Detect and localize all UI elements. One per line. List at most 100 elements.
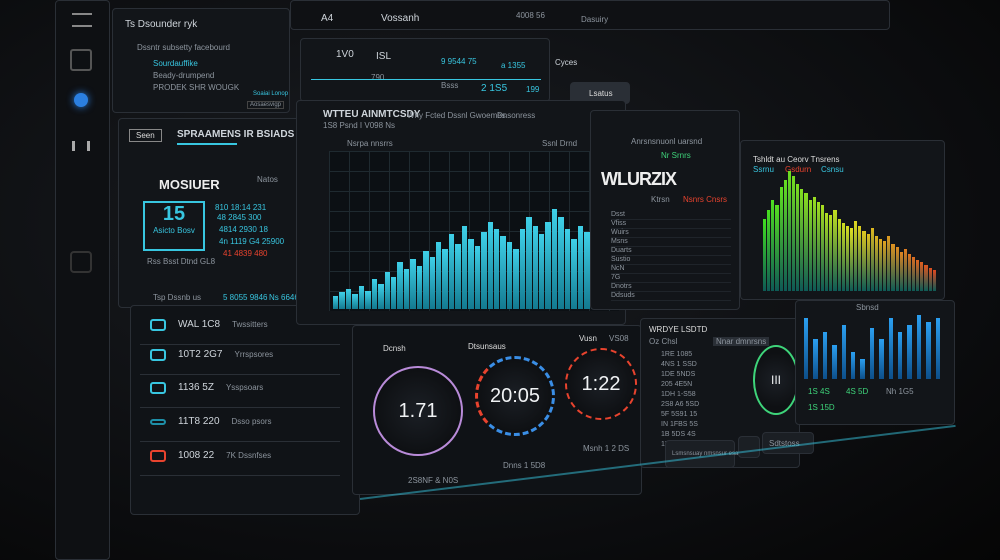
stats-filter[interactable]: Oz Chsl xyxy=(649,337,678,346)
tab[interactable]: Vossanh xyxy=(381,13,420,24)
big-value: 15 xyxy=(162,203,186,225)
chart-meta: 1S8 Psnd I V098 Ns xyxy=(323,121,396,130)
table-row[interactable]: 7G xyxy=(611,274,731,283)
bar xyxy=(866,233,870,291)
item[interactable]: PRODEK SHR WOUGK xyxy=(153,83,240,92)
list-item[interactable]: WAL 1C8 Twssitters xyxy=(140,305,340,345)
panel-title: Ssnl Drnd xyxy=(542,139,578,148)
bar xyxy=(468,239,474,309)
bar xyxy=(849,228,854,291)
tab[interactable]: 4008 56 xyxy=(516,11,545,20)
chart-tab[interactable]: Sbnsd xyxy=(856,303,879,312)
item[interactable]: Sourdauffike xyxy=(153,59,198,68)
table-row[interactable]: Duarts xyxy=(611,247,731,256)
bar xyxy=(378,284,384,309)
bar xyxy=(429,257,435,309)
bar xyxy=(779,186,783,291)
table-row[interactable]: Msns xyxy=(611,238,731,247)
list-item[interactable]: 1136 5Z Ysspsoars xyxy=(140,368,340,408)
action-label: Lsmsnsuay nmsnsur esad xyxy=(672,451,742,457)
filter[interactable]: Ktrsn xyxy=(651,195,670,204)
bar xyxy=(812,197,816,291)
table-row[interactable]: Dsst xyxy=(611,211,731,220)
bar xyxy=(442,249,448,309)
monitor-label: MOSIUER xyxy=(159,177,220,192)
record-icon[interactable] xyxy=(74,93,88,107)
layers-icon[interactable] xyxy=(70,49,92,71)
big-value-card: 15 Asicto Bosv xyxy=(143,201,205,251)
menu-icon[interactable] xyxy=(72,13,92,27)
bar xyxy=(333,295,339,309)
streams-title: SPRAAMENS IR BSIADS xyxy=(177,129,295,140)
link[interactable]: Soaiai Lonop xyxy=(253,91,289,97)
item[interactable]: Beady-drumpend xyxy=(153,71,215,80)
bar xyxy=(416,265,423,309)
row-label: Yrrspsores xyxy=(234,350,274,359)
bar xyxy=(808,199,812,291)
panel-subtitle: Dssntr subsetty facebourd xyxy=(137,43,230,52)
row-label: Dsso psors xyxy=(231,417,272,426)
cell: 199 xyxy=(526,85,540,94)
header-bar: A4 Vossanh 4008 56 Dasuiry xyxy=(290,0,890,30)
bar xyxy=(767,210,771,291)
row-value: 10T2 2G7 xyxy=(178,349,223,360)
tab[interactable]: Ssrnu xyxy=(753,165,774,174)
readout: 1S 15D xyxy=(808,403,835,412)
list-item[interactable]: 11T8 220 Dsso psors xyxy=(140,402,340,442)
list-item[interactable]: 10T2 2G7 Yrrspsores xyxy=(140,335,340,375)
blue-bar-series xyxy=(804,315,941,379)
stats-title: WRDYE LSDTD xyxy=(649,325,708,334)
action-button[interactable]: Aosaesvigp xyxy=(247,101,285,109)
bar xyxy=(584,232,590,309)
center-panel: Anrsnsnuonl uarsnd Nr Srnrs WLURZIX Ktrs… xyxy=(590,110,740,310)
grid-icon[interactable] xyxy=(72,141,90,151)
list-item[interactable]: 1008 22 7K Dssnfses xyxy=(140,436,340,476)
plus-button[interactable] xyxy=(738,436,760,458)
row-label: Twssitters xyxy=(232,320,268,329)
cell: 2 1S5 xyxy=(481,83,508,94)
tab[interactable]: Cyces xyxy=(555,58,578,67)
badge: Nsnrs Cnsrs xyxy=(683,195,728,204)
bar xyxy=(397,262,403,309)
table-row[interactable]: Ddsuds xyxy=(611,292,731,301)
bar xyxy=(448,234,455,309)
table-row[interactable]: Dnotrs xyxy=(611,283,731,292)
metric-line: 48 2845 300 xyxy=(217,213,262,222)
bar xyxy=(339,292,345,309)
settings-icon[interactable] xyxy=(70,251,92,273)
table-row[interactable]: Sustio xyxy=(611,256,731,265)
gauge-label: Dtsunsaus xyxy=(468,342,506,351)
bar xyxy=(539,234,545,309)
bar xyxy=(436,242,442,309)
bar xyxy=(481,232,487,309)
user-icon xyxy=(150,318,166,331)
bar xyxy=(907,254,912,291)
bar xyxy=(791,176,796,291)
row-value: 1008 22 xyxy=(178,450,215,461)
bar xyxy=(800,189,804,291)
bar xyxy=(820,204,825,291)
table-row[interactable]: NcN xyxy=(611,265,731,274)
gauge-label: Vusn xyxy=(579,334,597,343)
table-row[interactable]: Wuirs xyxy=(611,229,731,238)
tab[interactable]: Gsdurn xyxy=(785,165,812,174)
main-chart-panel: WTTEU AINMTCSDY Why Fcted Dssnl Gwoemes … xyxy=(296,100,626,325)
stat-line: 2S8 A6 5SD xyxy=(661,401,700,408)
table-row[interactable]: Vfiss xyxy=(611,220,731,229)
bar xyxy=(577,225,584,309)
bar xyxy=(816,202,820,291)
bar xyxy=(345,289,352,309)
action-label: Sdtstoss xyxy=(769,439,800,448)
bar xyxy=(869,328,875,379)
bar xyxy=(506,242,513,309)
filter[interactable]: Natos xyxy=(257,175,278,184)
summary-table: 1V0 ISL 9 9544 75 a 1355 790 Bsss 2 1S5 … xyxy=(300,38,550,102)
stats-button[interactable]: Nnar dmnrsns xyxy=(713,337,770,346)
streams-button[interactable]: Seen xyxy=(129,129,162,142)
row-value: 11T8 220 xyxy=(178,416,220,427)
bar xyxy=(928,267,932,291)
tab[interactable]: Dasuiry xyxy=(581,15,609,24)
tab[interactable]: Csnsu xyxy=(821,165,844,174)
tab[interactable]: A4 xyxy=(321,13,334,24)
bar xyxy=(571,239,577,309)
